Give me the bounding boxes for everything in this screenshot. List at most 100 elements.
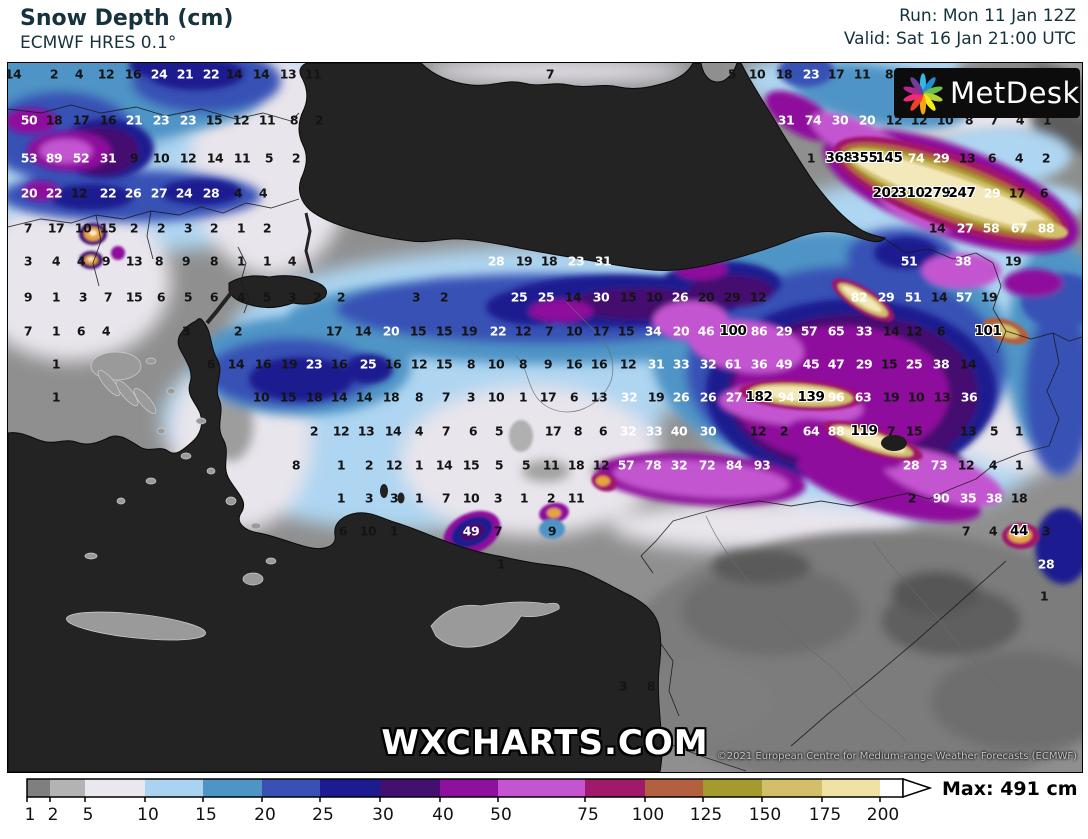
grid-value: 2 [312, 289, 322, 305]
colorbar-tick-label: 5 [83, 805, 94, 825]
grid-value: 5 [264, 150, 274, 166]
grid-value: 40 [670, 423, 688, 439]
grid-value: 15 [205, 112, 223, 128]
map-value-layer: 1424121624212214141311751018231711850181… [8, 63, 1082, 772]
grid-value: 3 [493, 490, 503, 506]
grid-value: 16 [330, 356, 348, 372]
grid-value: 7 [441, 389, 451, 405]
colorbar: 1 2 5 10 15 20 25 30 40 50 75 100 125 150 175 200 Max: … [0, 771, 1088, 835]
grid-value: 20 [382, 323, 400, 339]
grid-value: 1 [496, 556, 506, 572]
grid-value: 18 [567, 457, 585, 473]
grid-value: 145 [875, 150, 903, 166]
grid-value: 32 [670, 457, 688, 473]
grid-value: 44 [1010, 523, 1028, 539]
grid-value: 1 [806, 150, 816, 166]
grid-value: 16 [384, 356, 402, 372]
grid-value: 31 [594, 253, 612, 269]
grid-value: 1 [336, 490, 346, 506]
run-valid-block: Run: Mon 11 Jan 12Z Valid: Sat 16 Jan 21… [844, 5, 1076, 51]
colorbar-tick-label: 1 [25, 805, 36, 825]
grid-value: 57 [800, 323, 818, 339]
grid-value: 2 [546, 490, 556, 506]
grid-value: 33 [645, 423, 663, 439]
grid-value: 12 [749, 289, 767, 305]
grid-value: 1 [1039, 588, 1049, 604]
grid-value: 14 [564, 289, 582, 305]
grid-value: 3 [618, 678, 628, 694]
grid-value: 31 [99, 150, 117, 166]
grid-value: 29 [932, 150, 950, 166]
sea-of-marmara [228, 275, 327, 309]
colorbar-tick-label: 200 [867, 805, 899, 825]
grid-value: 5 [262, 289, 272, 305]
grid-value: 2 [209, 220, 219, 236]
colorbar-segment [762, 779, 822, 797]
grid-value: 18 [1010, 490, 1028, 506]
crete-island [66, 611, 206, 641]
grid-value: 10 [565, 323, 583, 339]
grid-value: 2 [156, 220, 166, 236]
grid-value: 58 [982, 220, 1000, 236]
grid-value: 18 [45, 112, 63, 128]
grid-value: 1 [389, 523, 399, 539]
grid-value: 14 [928, 220, 946, 236]
grid-value: 23 [152, 112, 170, 128]
grid-value: 10 [252, 389, 270, 405]
colorbar-segment [262, 779, 320, 797]
sea-layer [8, 63, 886, 772]
grid-value: 8 [291, 457, 301, 473]
colorbar-segment [822, 779, 880, 797]
grid-value: 7 [493, 523, 503, 539]
grid-value: 10 [462, 490, 480, 506]
grid-value: 32 [699, 356, 717, 372]
grid-value: 14 [8, 66, 22, 82]
grid-value: 9 [101, 253, 111, 269]
grid-value: 13 [933, 389, 951, 405]
grid-value: 46 [697, 323, 715, 339]
grid-value: 74 [804, 112, 822, 128]
colorbar-tick-label: 25 [312, 805, 334, 825]
grid-value: 26 [671, 289, 689, 305]
grid-value: 18 [775, 66, 793, 82]
grid-value: 7 [544, 323, 554, 339]
colorbar-tick-label: 15 [195, 805, 217, 825]
grid-value: 2 [233, 323, 243, 339]
grid-value: 14 [355, 389, 373, 405]
bosphorus-strait [304, 212, 314, 274]
grid-value: 90 [932, 490, 950, 506]
colorbar-segment [703, 779, 762, 797]
grid-value: 38 [954, 253, 972, 269]
grid-value: 13 [125, 253, 143, 269]
grid-value: 17 [325, 323, 343, 339]
grid-value: 17 [47, 220, 65, 236]
river-layer [515, 300, 1002, 742]
grid-value: 4 [101, 323, 111, 339]
grid-value: 7 [886, 423, 896, 439]
grid-value: 4 [51, 253, 61, 269]
grid-value: 27 [725, 389, 743, 405]
grid-value: 11 [304, 66, 322, 82]
grid-value: 11 [853, 66, 871, 82]
grid-value: 15 [125, 289, 143, 305]
grid-value: 22 [489, 323, 507, 339]
model-subtitle: ECMWF HRES 0.1° [20, 33, 177, 53]
grid-value: 18 [540, 253, 558, 269]
grid-value: 2 [49, 66, 59, 82]
grid-value: 96 [827, 389, 845, 405]
grid-value: 3 [78, 289, 88, 305]
grid-value: 19 [980, 289, 998, 305]
colorbar-tick-label: 100 [632, 805, 664, 825]
grid-value: 3 [1041, 523, 1051, 539]
grid-value: 30 [831, 112, 849, 128]
grid-value: 36 [960, 389, 978, 405]
grid-value: 1 [414, 457, 424, 473]
colorbar-tick-label: 40 [432, 805, 454, 825]
grid-value: 36 [750, 356, 768, 372]
grid-value: 202 [872, 185, 900, 201]
grid-value: 9 [23, 289, 33, 305]
grid-value: 14 [225, 66, 243, 82]
colorbar-segment [585, 779, 645, 797]
grid-value: 9 [547, 523, 557, 539]
grid-value: 73 [930, 457, 948, 473]
